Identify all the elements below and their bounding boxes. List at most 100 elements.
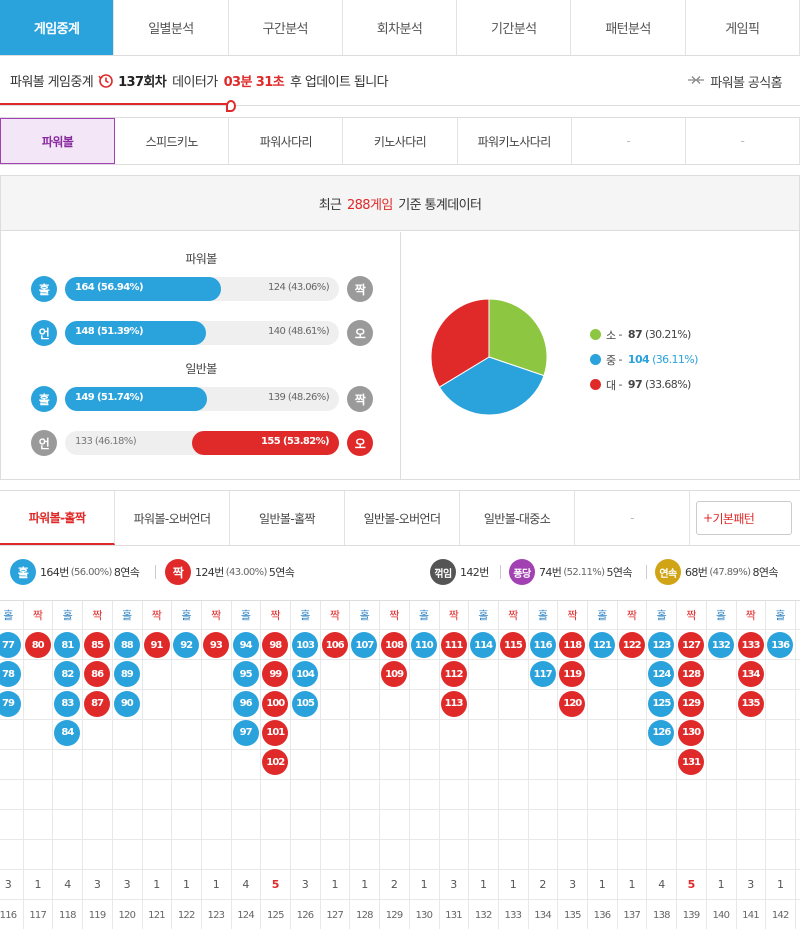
pattern-ball: 104 [292, 661, 318, 688]
nav-tab-3[interactable]: 회차분석 [343, 0, 458, 55]
stats-head-count: 288게임 [346, 197, 393, 213]
grid-col-line [111, 601, 113, 929]
col-header: 홀 [122, 609, 132, 622]
col-header: 홀 [419, 609, 429, 622]
pattern-ball: 79 [0, 690, 21, 717]
nav-tab-0[interactable]: 게임중계 [0, 0, 115, 55]
stats-head-post: 기준 통계데이터 [398, 197, 482, 213]
nav-tab-6[interactable]: 게임픽 [686, 0, 800, 55]
col-count: 3 [123, 878, 131, 891]
legend-count: 97 [627, 378, 643, 391]
col-round: 129 [385, 910, 403, 921]
col-header: 홀 [716, 609, 726, 622]
col-count: 1 [598, 878, 606, 891]
grid-col-line [527, 601, 529, 929]
pattern-ball: 105 [292, 690, 318, 717]
info-prefix: 파워볼 게임중계 [10, 75, 94, 90]
pattern-ball: 84 [54, 719, 81, 746]
col-header: 짝 [92, 609, 102, 622]
col-header: 짝 [448, 609, 459, 622]
grid-col-line [408, 601, 410, 929]
pattern-ball: 80 [24, 632, 51, 658]
stat-left-icon: 홀 [31, 386, 57, 412]
legend-count: 104 [627, 353, 650, 366]
pattern-ball: 112 [440, 661, 467, 688]
summary-pong: 퐁당 74번 (52.11%) 5연속 [509, 559, 633, 585]
col-header: 짝 [270, 609, 281, 622]
pattern-tab-3[interactable]: 일반볼-오버언더 [345, 491, 460, 545]
cont-count: 68번 [685, 566, 708, 579]
col-header: 홀 [775, 609, 785, 622]
col-header: 홀 [359, 609, 370, 622]
game-tab-4[interactable]: 파워키노사다리 [458, 118, 572, 164]
stats-panel: 최근 288게임 기준 통계데이터 파워볼 일반볼 홀 164 (56.94%) 1… [0, 175, 800, 480]
grid-col-line [52, 601, 54, 929]
col-count: 1 [717, 878, 725, 891]
col-round: 116 [0, 910, 17, 921]
grid-col-line [705, 601, 707, 929]
pie-slice-2 [430, 298, 490, 388]
pattern-summary: 홀 164번 (56.00%) 8연속 짝 124번 (43.00%) 5연속 … [0, 547, 800, 599]
game-tab-5: - [572, 118, 686, 164]
pattern-ball: 101 [262, 719, 289, 746]
grid-col-line [765, 601, 767, 929]
pattern-tabs: 파워볼-홀짝 파워볼-오버언더 일반볼-홀짝 일반볼-오버언더 일반볼-대중소 - + 기본패… [0, 490, 800, 546]
col-round: 132 [474, 910, 492, 921]
pattern-ball: 81 [54, 632, 81, 658]
pattern-ball: 125 [648, 690, 675, 717]
game-tab-3[interactable]: 키노사다리 [343, 118, 458, 164]
legend-pct: (30.21%) [645, 328, 691, 341]
col-round: 117 [29, 910, 47, 921]
pie-legend: 소 -87 (30.21%) 중 -104 (36.11%) 대 -97 (33.68%) [590, 322, 698, 397]
stats-header: 최근 288게임 기준 통계데이터 [1, 176, 799, 231]
stat-track: 148 (51.39%) 140 (48.61%) [65, 321, 339, 345]
basic-pattern-button[interactable]: + 기본패턴 [696, 501, 792, 535]
col-header: 짝 [567, 609, 578, 622]
nav-tab-1[interactable]: 일별분석 [114, 0, 229, 55]
col-round: 127 [326, 910, 344, 921]
pattern-ball: 82 [54, 661, 81, 688]
col-round: 140 [712, 910, 730, 921]
col-count: 3 [4, 878, 12, 891]
pattern-ball: 116 [529, 632, 556, 658]
grid-col-line [438, 601, 440, 929]
grid-col-line [290, 601, 291, 929]
grid-line [0, 869, 800, 870]
powerball-label: 파워볼 [185, 252, 217, 266]
game-tab-2[interactable]: 파워사다리 [229, 118, 344, 164]
pattern-tab-2[interactable]: 일반볼-홀짝 [230, 491, 345, 545]
nav-tab-4[interactable]: 기간분석 [457, 0, 572, 55]
stat-track: 164 (56.94%) 124 (43.06%) [65, 277, 339, 301]
plus-icon: + [703, 511, 713, 525]
pattern-ball: 98 [262, 632, 289, 658]
pattern-tab-1[interactable]: 파워볼-오버언더 [115, 491, 230, 545]
stat-right-text: 140 (48.61%) [268, 326, 330, 337]
stat-left-text: 133 (46.18%) [75, 436, 137, 447]
nav-tab-5[interactable]: 패턴분석 [571, 0, 686, 55]
pattern-tab-4[interactable]: 일반볼-대중소 [460, 491, 575, 545]
stat-right-text: 124 (43.06%) [268, 282, 330, 293]
col-count: 3 [450, 878, 457, 891]
stat-right-icon: 오 [347, 430, 373, 456]
pattern-tab-0[interactable]: 파워볼-홀짝 [0, 491, 115, 545]
grid-col-line [676, 601, 678, 929]
col-round: 121 [148, 910, 165, 921]
col-round: 137 [623, 910, 641, 921]
nav-tab-2[interactable]: 구간분석 [229, 0, 343, 55]
grid-col-line [379, 601, 381, 929]
legend-item-2: 대 -97 (33.68%) [590, 372, 698, 397]
grid-col-line [260, 601, 262, 929]
progress-line [0, 100, 236, 112]
pattern-ball: 131 [678, 749, 705, 776]
pattern-ball: 126 [648, 719, 675, 746]
col-count: 2 [539, 878, 546, 891]
pattern-ball: 91 [143, 632, 170, 658]
separator [646, 565, 647, 579]
stat-right-icon: 짝 [347, 276, 373, 302]
game-tab-0[interactable]: 파워볼 [0, 118, 116, 164]
grid-line [0, 809, 800, 810]
legend-dash: - [618, 328, 623, 341]
official-home-link[interactable]: 파워볼 공식홈 [687, 72, 783, 91]
game-tab-1[interactable]: 스피드키노 [115, 118, 230, 164]
stat-right-icon: 오 [347, 320, 373, 346]
